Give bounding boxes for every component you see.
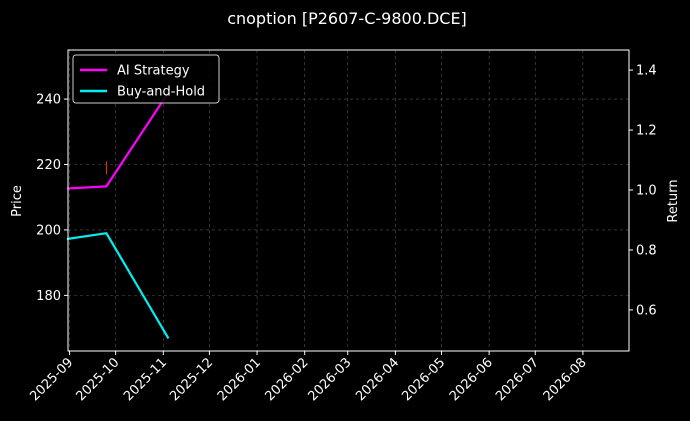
y-left-tick-label: 220 bbox=[36, 158, 61, 173]
plot-frame bbox=[67, 49, 630, 352]
x-axis: 2025-092025-102025-112025-122026-012026-… bbox=[27, 351, 590, 404]
x-tick-label: 2026-05 bbox=[399, 355, 448, 404]
legend: AI Strategy Buy-and-Hold bbox=[72, 54, 220, 104]
y-axis-left-label: Price bbox=[10, 185, 25, 217]
y-right-tick-label: 1.0 bbox=[636, 184, 657, 199]
series-line-buy-and-hold bbox=[66, 232, 170, 340]
series-line-ai-strategy bbox=[66, 91, 170, 190]
y-right-tick-label: 1.4 bbox=[636, 64, 657, 79]
legend-box bbox=[72, 54, 220, 104]
y-left-tick-label: 200 bbox=[36, 223, 61, 238]
y-left-tick-label: 240 bbox=[36, 93, 61, 108]
legend-label: AI Strategy bbox=[117, 64, 190, 79]
x-tick-label: 2026-02 bbox=[263, 355, 312, 404]
x-tick-label: 2026-04 bbox=[353, 355, 402, 404]
y-right-tick-label: 0.6 bbox=[636, 303, 657, 318]
x-tick-label: 2026-01 bbox=[215, 355, 264, 404]
x-tick-label: 2026-03 bbox=[306, 355, 355, 404]
y-right-tick-label: 0.8 bbox=[636, 243, 657, 258]
x-tick-label: 2026-06 bbox=[447, 355, 496, 404]
right-axis: 0.6 0.8 1.0 1.2 1.4 bbox=[629, 64, 657, 318]
chart-title: cnoption [P2607-C-9800.DCE] bbox=[227, 9, 467, 28]
x-tick-label: 2025-10 bbox=[73, 355, 122, 404]
x-tick-label: 2026-07 bbox=[493, 355, 542, 404]
y-left-tick-label: 180 bbox=[36, 289, 61, 304]
left-axis: 180 200 220 240 bbox=[36, 93, 68, 304]
legend-label: Buy-and-Hold bbox=[117, 85, 205, 100]
y-right-tick-label: 1.2 bbox=[636, 124, 657, 139]
y-axis-right-label: Return bbox=[666, 179, 681, 222]
x-tick-label: 2025-12 bbox=[167, 355, 216, 404]
x-tick-label: 2025-09 bbox=[27, 355, 76, 404]
x-tick-label: 2025-11 bbox=[121, 355, 170, 404]
series-layer bbox=[66, 91, 170, 340]
x-tick-label: 2026-08 bbox=[541, 355, 590, 404]
